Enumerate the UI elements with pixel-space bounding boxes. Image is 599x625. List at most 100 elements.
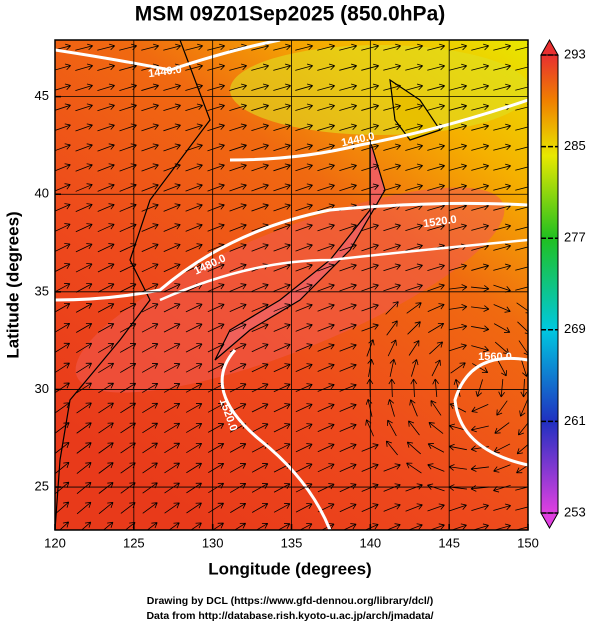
streamline-arrow	[229, 83, 247, 91]
streamline-arrow	[317, 303, 335, 312]
streamline-arrow	[98, 402, 114, 414]
streamline-arrow	[493, 123, 511, 131]
streamline-arrow	[186, 482, 202, 494]
streamline-arrow	[273, 43, 291, 51]
streamline-arrow	[449, 263, 467, 271]
streamline-arrow	[383, 63, 401, 71]
streamline-arrow	[475, 379, 483, 397]
streamline-arrow	[75, 263, 93, 273]
streamline-arrow	[76, 362, 92, 374]
streamline-arrow	[251, 243, 269, 252]
streamline-arrow	[471, 285, 490, 292]
streamline-arrow	[427, 143, 445, 151]
streamline-arrow	[185, 223, 203, 232]
streamline-arrow	[251, 163, 269, 172]
streamline-arrow	[207, 43, 225, 51]
streamline-arrow	[321, 523, 335, 530]
streamline-arrow	[493, 323, 511, 333]
streamline-arrow	[317, 183, 335, 192]
streamline-arrow	[273, 483, 291, 493]
streamline-arrow	[515, 83, 528, 91]
streamline-arrow	[471, 123, 489, 131]
streamline-arrow	[273, 203, 291, 212]
streamline-arrow	[76, 382, 92, 394]
streamline-arrow	[383, 183, 401, 191]
contour-line	[220, 349, 332, 530]
streamline-arrow	[75, 203, 93, 212]
streamline-arrow	[273, 243, 291, 252]
streamline-arrow	[431, 359, 441, 377]
x-tick-label: 135	[281, 535, 303, 550]
streamline-arrow	[76, 342, 93, 354]
streamline-arrow	[185, 383, 203, 393]
streamline-arrow	[493, 143, 511, 151]
streamline-arrow	[385, 440, 398, 456]
streamline-arrow	[251, 343, 269, 353]
streamline-arrow	[432, 378, 439, 398]
streamline-arrow	[317, 403, 335, 412]
streamline-arrow	[449, 223, 467, 231]
streamline-arrow	[295, 143, 313, 152]
streamline-arrow	[448, 464, 467, 471]
streamline-arrow	[273, 143, 291, 152]
streamline-arrow	[317, 463, 335, 473]
streamline-arrow	[405, 43, 424, 51]
streamline-arrow	[515, 143, 528, 151]
streamline-arrow	[470, 425, 489, 433]
streamline-arrow	[273, 503, 291, 513]
streamline-arrow	[295, 363, 313, 372]
streamline-arrow	[515, 163, 528, 171]
streamline-arrow	[168, 522, 180, 530]
streamline-arrow	[142, 442, 158, 454]
streamline-arrow	[493, 163, 511, 171]
streamline-arrow	[97, 103, 115, 112]
x-tick-label: 130	[202, 535, 224, 550]
streamline-arrow	[339, 223, 357, 232]
streamline-arrow	[317, 163, 335, 172]
streamline-arrow	[471, 83, 489, 91]
streamline-arrow	[97, 123, 115, 132]
streamline-arrow	[185, 103, 203, 112]
streamline-arrow	[295, 123, 313, 131]
streamline-arrow	[76, 402, 92, 414]
streamline-arrow	[493, 63, 512, 71]
streamline-arrow	[317, 383, 335, 392]
streamline-arrow	[230, 482, 247, 493]
contour-line	[229, 98, 528, 162]
streamline-arrow	[142, 382, 159, 393]
streamline-arrow	[185, 243, 203, 252]
streamline-arrow	[229, 223, 247, 232]
streamline-arrow	[493, 503, 511, 511]
streamline-arrow	[163, 163, 181, 172]
streamline-arrow	[273, 103, 291, 111]
streamline-arrow	[405, 243, 423, 252]
streamline-arrow	[515, 43, 528, 51]
streamline-arrow	[229, 63, 247, 71]
streamline-arrow	[449, 323, 468, 331]
streamline-arrow	[207, 123, 225, 132]
streamline-arrow	[163, 223, 181, 232]
streamline-arrow	[493, 183, 511, 191]
y-tick-label: 35	[35, 283, 49, 298]
streamline-arrow	[273, 83, 291, 91]
streamline-arrow	[208, 502, 224, 514]
streamline-arrow	[383, 223, 401, 232]
streamline-arrow	[405, 223, 423, 232]
streamline-arrow	[55, 322, 71, 333]
streamline-arrow	[185, 303, 203, 313]
streamline-arrow	[55, 163, 71, 172]
streamline-arrow	[208, 462, 225, 473]
streamline-arrow	[472, 363, 489, 374]
streamline-arrow	[251, 323, 269, 333]
streamline-arrow	[516, 464, 528, 474]
streamline-arrow	[229, 323, 247, 333]
streamline-arrow	[120, 382, 137, 394]
streamline-arrow	[163, 123, 181, 132]
streamline-arrow	[405, 263, 423, 272]
streamline-arrow	[97, 183, 115, 192]
streamline-arrow	[339, 403, 357, 412]
streamline-arrow	[75, 103, 93, 112]
streamline-arrow	[407, 523, 423, 530]
streamline-arrow	[295, 343, 313, 352]
streamline-arrow	[251, 183, 269, 192]
